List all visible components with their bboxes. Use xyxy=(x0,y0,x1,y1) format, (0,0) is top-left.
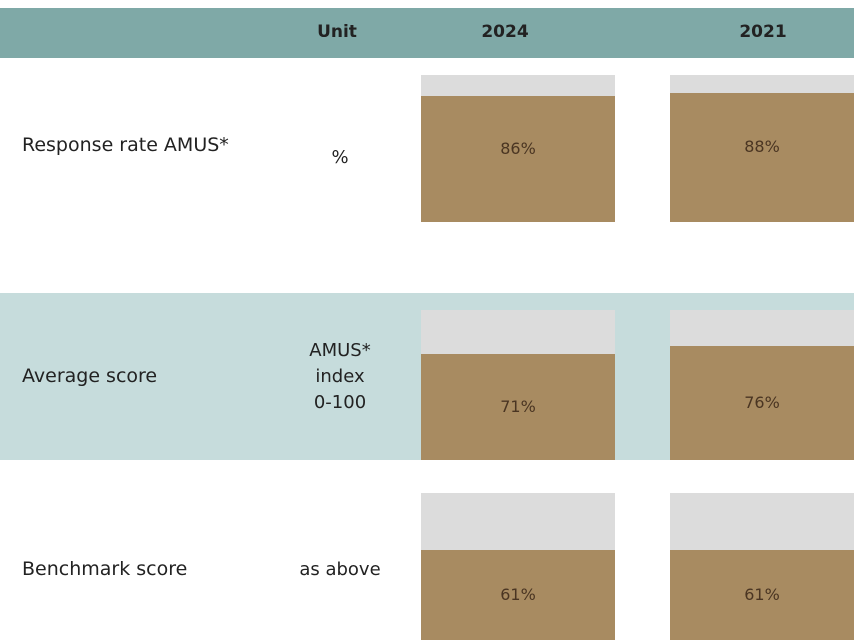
value-label: 86% xyxy=(500,138,536,158)
bar xyxy=(670,550,854,640)
unit: 0-100 xyxy=(313,391,367,413)
row-label: Benchmark score xyxy=(22,558,188,580)
bar-box: 71% xyxy=(421,310,615,460)
value-label: 61% xyxy=(744,585,780,605)
bar-box: 88% xyxy=(670,75,854,222)
bar xyxy=(421,353,615,460)
unit: index xyxy=(315,365,365,387)
unit: as above xyxy=(299,559,381,580)
header-cell: 2021 xyxy=(739,22,787,42)
row-label: Response rate AMUS* xyxy=(22,133,229,156)
bar xyxy=(670,92,854,222)
bar-box: 61% xyxy=(421,493,615,640)
value-label: 71% xyxy=(500,396,536,416)
value-label: 76% xyxy=(744,393,780,412)
unit: AMUS* xyxy=(309,339,371,361)
row-label: Average score xyxy=(22,364,158,387)
unit: % xyxy=(331,146,349,168)
header-cell: 2024 xyxy=(481,22,529,42)
bar-box: 86% xyxy=(421,75,615,222)
value-label: 61% xyxy=(500,585,536,605)
bar xyxy=(421,550,615,640)
bar-box: 76% xyxy=(670,310,854,460)
bar xyxy=(421,95,615,222)
header-row xyxy=(0,8,854,58)
header-cell: Unit xyxy=(317,22,357,42)
bar xyxy=(670,346,854,460)
value-label: 88% xyxy=(744,137,780,157)
bar-box: 61% xyxy=(670,493,854,640)
